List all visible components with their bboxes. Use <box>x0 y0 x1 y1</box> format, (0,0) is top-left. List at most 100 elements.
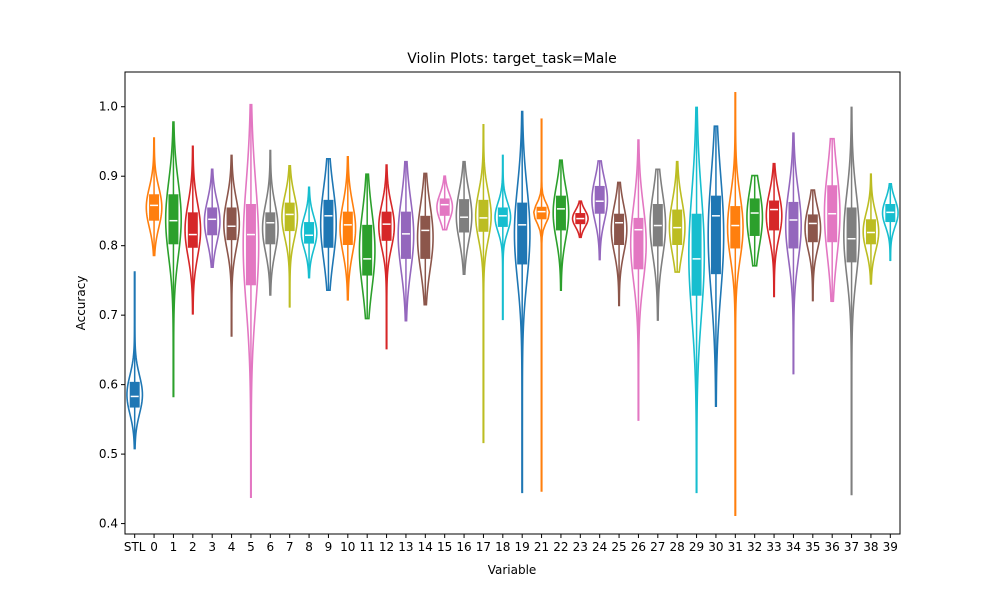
violin-27 <box>649 168 667 321</box>
violin-iqr-box <box>633 217 644 270</box>
x-tick-label: 28 <box>670 540 685 554</box>
violin-outline <box>319 158 337 291</box>
x-tick-label: 29 <box>689 540 704 554</box>
x-tick-label: 34 <box>786 540 801 554</box>
x-tick-label: 15 <box>437 540 452 554</box>
violin-15 <box>436 175 454 231</box>
violin-iqr-box <box>710 195 721 275</box>
violin-iqr-box <box>807 214 818 243</box>
x-tick-label: 11 <box>360 540 375 554</box>
violin-iqr-box <box>730 206 741 249</box>
x-tick-label: 39 <box>883 540 898 554</box>
violin-36 <box>823 137 841 303</box>
x-tick-label: 1 <box>170 540 178 554</box>
violin-outline <box>203 168 221 269</box>
violin-outline <box>300 186 318 279</box>
violin-16 <box>455 160 473 275</box>
violin-iqr-box <box>304 222 315 244</box>
violin-outline <box>281 164 299 308</box>
violin-iqr-box <box>400 211 411 259</box>
violin-iqr-box <box>381 211 392 241</box>
x-tick-label: 9 <box>325 540 333 554</box>
violin-33 <box>765 162 783 298</box>
x-tick-label: 37 <box>844 540 859 554</box>
violin-iqr-box <box>168 194 179 245</box>
violin-21 <box>532 118 551 492</box>
violin-28 <box>668 160 686 273</box>
x-tick-label: 14 <box>418 540 433 554</box>
violin-iqr-box <box>691 213 702 296</box>
violin-25 <box>610 181 628 307</box>
violin-3 <box>203 168 221 269</box>
y-tick-label: 0.7 <box>99 308 118 322</box>
violin-24 <box>591 160 609 261</box>
violin-7 <box>281 164 299 308</box>
plot-frame <box>124 71 901 535</box>
violin-outline <box>707 125 725 407</box>
violin-iqr-box <box>420 215 431 259</box>
violin-iqr-box <box>439 198 450 216</box>
violin-outline <box>397 160 415 322</box>
violin-2 <box>184 145 202 315</box>
violin-31 <box>726 92 744 517</box>
violin-14 <box>416 172 434 306</box>
violin-4 <box>223 154 241 337</box>
violin-iqr-box <box>362 224 373 276</box>
x-tick-label: 35 <box>805 540 820 554</box>
violin-iqr-box <box>769 200 780 231</box>
x-tick-label: 5 <box>247 540 255 554</box>
violin-outline <box>610 181 628 307</box>
x-tick-label: 27 <box>650 540 665 554</box>
plot-area <box>126 92 899 517</box>
violin-iqr-box <box>614 213 625 245</box>
violin-outline <box>629 139 647 421</box>
x-tick-label: 23 <box>573 540 588 554</box>
x-tick-label: 2 <box>189 540 197 554</box>
x-tick-label: 33 <box>766 540 781 554</box>
y-axis-label: Accuracy <box>74 276 88 331</box>
violin-23 <box>571 200 589 239</box>
violin-outline <box>591 160 609 261</box>
x-tick-label: 3 <box>208 540 216 554</box>
violin-outline <box>649 168 667 321</box>
violin-outline <box>126 271 144 450</box>
violin-outline <box>571 200 589 239</box>
x-tick-label: 0 <box>150 540 158 554</box>
violin-iqr-box <box>187 212 198 248</box>
violin-19 <box>513 110 531 494</box>
violin-iqr-box <box>536 206 547 220</box>
violin-outline <box>668 160 686 273</box>
violin-iqr-box <box>517 202 528 265</box>
x-axis-label: Variable <box>488 563 537 577</box>
x-tick-label: 13 <box>398 540 413 554</box>
violin-outline <box>358 173 376 320</box>
violin-iqr-box <box>594 185 605 214</box>
x-tick-label: 4 <box>228 540 236 554</box>
violin-13 <box>397 160 415 322</box>
x-tick-label: 36 <box>825 540 840 554</box>
x-tick-label: 32 <box>747 540 762 554</box>
violin-18 <box>494 154 512 321</box>
x-tick-label: 16 <box>456 540 471 554</box>
y-tick-label: 0.8 <box>99 239 118 253</box>
x-tick-label: 7 <box>286 540 294 554</box>
violin-12 <box>378 164 396 350</box>
violin-37 <box>843 106 861 496</box>
x-tick-label: 24 <box>592 540 607 554</box>
y-axis: 0.4 0.5 0.6 0.7 0.8 0.9 1.0 <box>99 100 125 531</box>
x-tick-label: 26 <box>631 540 646 554</box>
violin-outline <box>804 189 822 302</box>
violin-34 <box>784 132 802 375</box>
x-tick-label: 30 <box>708 540 723 554</box>
violin-outline <box>765 162 783 298</box>
violin-outline <box>455 160 473 275</box>
violin-outline <box>223 154 241 337</box>
violin-iqr-box <box>323 199 334 248</box>
violin-35 <box>804 189 822 302</box>
y-tick-label: 0.6 <box>99 378 118 392</box>
violin-iqr-box <box>497 207 508 227</box>
x-tick-label: 17 <box>476 540 491 554</box>
x-tick-label: 19 <box>515 540 530 554</box>
